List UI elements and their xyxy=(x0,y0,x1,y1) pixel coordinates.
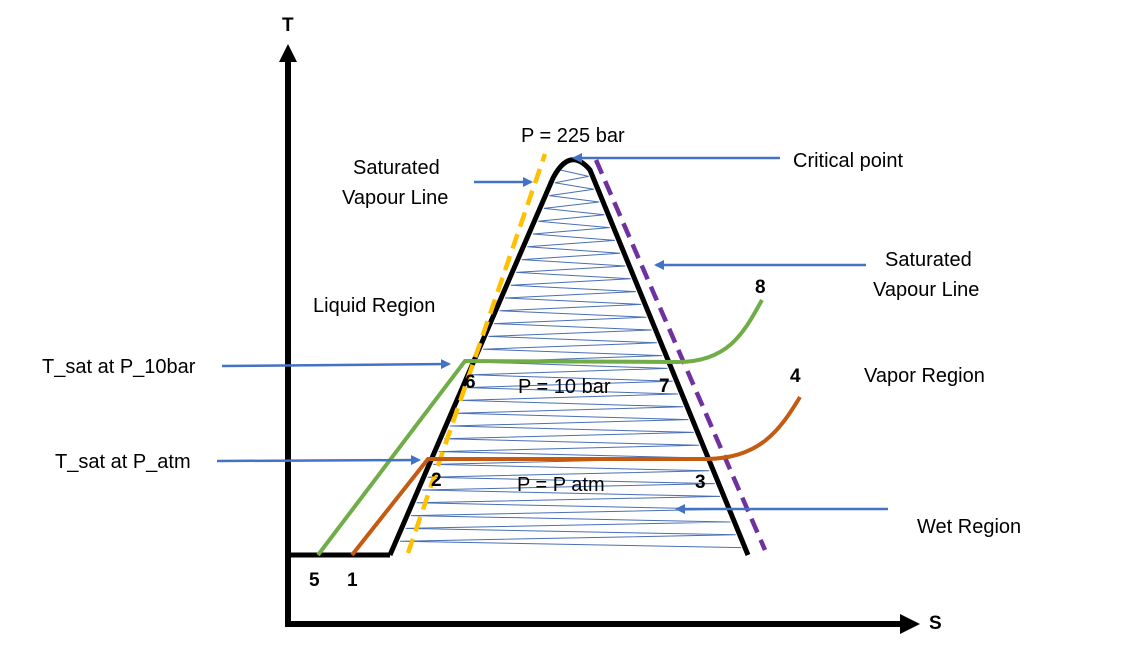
sat-vapour-right-line1: Saturated xyxy=(885,249,972,271)
y-axis-label: T xyxy=(282,15,294,36)
patm-process-line xyxy=(350,395,802,557)
pressure-atm-label: P = P atm xyxy=(517,474,605,496)
pressure-critical-label: P = 225 bar xyxy=(521,125,625,147)
axes: T S xyxy=(279,15,942,634)
state-point-6: 6 xyxy=(465,372,476,393)
x-axis-label: S xyxy=(929,613,942,634)
wet-region-label: Wet Region xyxy=(917,516,1021,538)
arrow-tsat-atm xyxy=(216,455,421,466)
state-point-1: 1 xyxy=(347,570,358,591)
saturation-dome xyxy=(387,157,751,556)
wet-region-coil xyxy=(399,169,742,549)
p10-process-line xyxy=(316,299,764,557)
arrow-tsat-10bar xyxy=(221,359,451,370)
state-point-2: 2 xyxy=(431,470,442,491)
sat-vapour-right-line2: Vapour Line xyxy=(873,279,979,301)
x-axis-arrowhead xyxy=(900,614,920,634)
saturated-line-left-dashed xyxy=(405,153,548,554)
tsat-10bar-label: T_sat at P_10bar xyxy=(42,356,196,378)
state-point-8: 8 xyxy=(755,277,766,298)
state-point-3: 3 xyxy=(695,472,706,493)
callout-arrows xyxy=(216,153,888,514)
sat-vapour-left-line2: Vapour Line xyxy=(342,187,448,209)
sat-vapour-left-line1: Saturated xyxy=(353,157,440,179)
vapor-region-label: Vapor Region xyxy=(864,365,985,387)
state-point-4: 4 xyxy=(790,366,801,387)
state-point-5: 5 xyxy=(309,570,320,591)
critical-point-label: Critical point xyxy=(793,150,903,172)
tsat-atm-label: T_sat at P_atm xyxy=(55,451,191,473)
saturated-vapour-line-right-dashed xyxy=(593,159,768,551)
liquid-region-label: Liquid Region xyxy=(313,295,435,317)
pressure-10bar-label: P = 10 bar xyxy=(518,376,611,398)
y-axis-arrowhead xyxy=(279,44,297,62)
state-point-7: 7 xyxy=(659,376,670,397)
